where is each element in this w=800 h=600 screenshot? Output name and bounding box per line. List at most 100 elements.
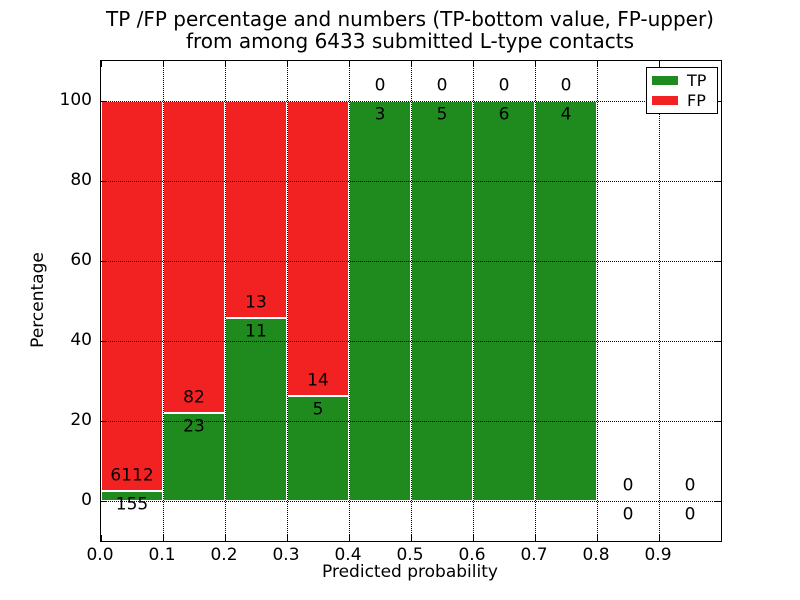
bar-segment-tp — [287, 395, 349, 501]
annotation-tp-count: 5 — [436, 104, 448, 125]
x-tick-mark — [411, 61, 412, 67]
tick-layer — [101, 61, 721, 541]
annotation-fp-count: 0 — [560, 75, 572, 96]
annotation-fp-count: 82 — [183, 387, 205, 408]
annotation-fp-count: 14 — [307, 370, 329, 391]
y-tick-mark — [715, 101, 721, 102]
y-tick-mark — [101, 501, 107, 502]
y-tick-mark — [101, 261, 107, 262]
x-tick-mark — [101, 61, 102, 67]
chart-title: TP /FP percentage and numbers (TP-bottom… — [20, 8, 800, 52]
annotation-fp-count: 0 — [498, 75, 510, 96]
fp-swatch-icon — [652, 96, 678, 105]
y-tick-label: 40 — [70, 330, 92, 350]
x-tick-mark — [225, 61, 226, 67]
y-tick-mark — [715, 421, 721, 422]
y-tick-mark — [715, 181, 721, 182]
bar-segment-tp — [101, 491, 163, 501]
bar-segment-fp — [287, 101, 349, 396]
bar-segment-fp — [101, 101, 163, 492]
x-tick-mark — [225, 535, 226, 541]
y-tick-mark — [101, 101, 107, 102]
annotation-tp-count: 0 — [622, 504, 634, 525]
annotation-tp-count: 11 — [245, 321, 267, 342]
y-tick-mark — [101, 181, 107, 182]
x-tick-mark — [349, 61, 350, 67]
gridline-horizontal — [101, 261, 721, 262]
annotation-fp-count: 13 — [245, 292, 267, 313]
bars-layer — [101, 61, 721, 541]
x-tick-mark — [411, 535, 412, 541]
annotation-tp-count: 155 — [115, 494, 149, 515]
gridline-horizontal — [101, 341, 721, 342]
y-tick-label: 80 — [70, 170, 92, 190]
bar-segment-tp — [411, 101, 473, 501]
x-tick-mark — [287, 535, 288, 541]
annotation-tp-count: 0 — [684, 504, 696, 525]
gridline-vertical — [287, 61, 288, 541]
legend-label-tp: TP — [687, 71, 707, 90]
x-tick-mark — [163, 535, 164, 541]
y-tick-label: 60 — [70, 250, 92, 270]
bar-segment-tp — [225, 317, 287, 501]
y-tick-mark — [101, 421, 107, 422]
gridline-vertical — [473, 61, 474, 541]
bar-segment-tp — [535, 101, 597, 501]
y-tick-mark — [715, 501, 721, 502]
x-tick-label: 0.9 — [644, 545, 672, 565]
x-tick-mark — [163, 61, 164, 67]
x-tick-mark — [287, 61, 288, 67]
y-tick-label: 20 — [70, 410, 92, 430]
y-tick-mark — [715, 261, 721, 262]
bar-segment-tp — [349, 101, 411, 501]
gridline-vertical — [535, 61, 536, 541]
grid-layer — [101, 61, 721, 541]
gridline-vertical — [659, 61, 660, 541]
y-tick-label: 100 — [59, 90, 92, 110]
gridline-vertical — [225, 61, 226, 541]
annotation-tp-count: 6 — [498, 104, 510, 125]
gridline-horizontal — [101, 501, 721, 502]
annotation-tp-count: 4 — [560, 104, 572, 125]
x-tick-mark — [101, 535, 102, 541]
chart-title-line2: from among 6433 submitted L-type contact… — [185, 29, 635, 53]
gridline-horizontal — [101, 421, 721, 422]
gridline-vertical — [411, 61, 412, 541]
legend: TP FP — [646, 67, 718, 114]
annotation-fp-count: 0 — [436, 75, 448, 96]
annotations-layer: 6112 155 82 23 13 11 14 5 0 3 0 5 0 6 0 4 0 0 0 0 — [101, 61, 721, 541]
y-tick-mark — [715, 341, 721, 342]
x-tick-mark — [659, 535, 660, 541]
x-tick-label: 0.7 — [520, 545, 548, 565]
x-tick-mark — [473, 535, 474, 541]
y-axis-label: Percentage — [28, 252, 48, 348]
bar-segment-fp — [163, 101, 225, 414]
annotation-fp-count: 0 — [622, 475, 634, 496]
y-tick-label: 0 — [81, 490, 92, 510]
gridline-vertical — [597, 61, 598, 541]
annotation-fp-count: 6112 — [110, 465, 154, 486]
x-tick-label: 0.8 — [582, 545, 610, 565]
x-tick-label: 0.5 — [396, 545, 424, 565]
x-tick-label: 0.1 — [148, 545, 176, 565]
gridline-vertical — [349, 61, 350, 541]
x-tick-mark — [597, 61, 598, 67]
legend-label-fp: FP — [687, 91, 706, 110]
legend-row-fp: FP — [652, 92, 712, 109]
legend-row-tp: TP — [652, 72, 712, 89]
x-tick-mark — [659, 61, 660, 67]
gridline-horizontal — [101, 181, 721, 182]
chart-title-line1: TP /FP percentage and numbers (TP-bottom… — [106, 7, 714, 31]
x-tick-label: 0.0 — [86, 545, 114, 565]
y-tick-mark — [101, 341, 107, 342]
x-tick-label: 0.4 — [334, 545, 362, 565]
annotation-tp-count: 23 — [183, 416, 205, 437]
x-tick-label: 0.2 — [210, 545, 238, 565]
annotation-fp-count: 0 — [374, 75, 386, 96]
x-tick-mark — [473, 61, 474, 67]
annotation-fp-count: 0 — [684, 475, 696, 496]
annotation-tp-count: 5 — [312, 399, 324, 420]
tp-swatch-icon — [652, 76, 678, 85]
x-tick-mark — [535, 535, 536, 541]
